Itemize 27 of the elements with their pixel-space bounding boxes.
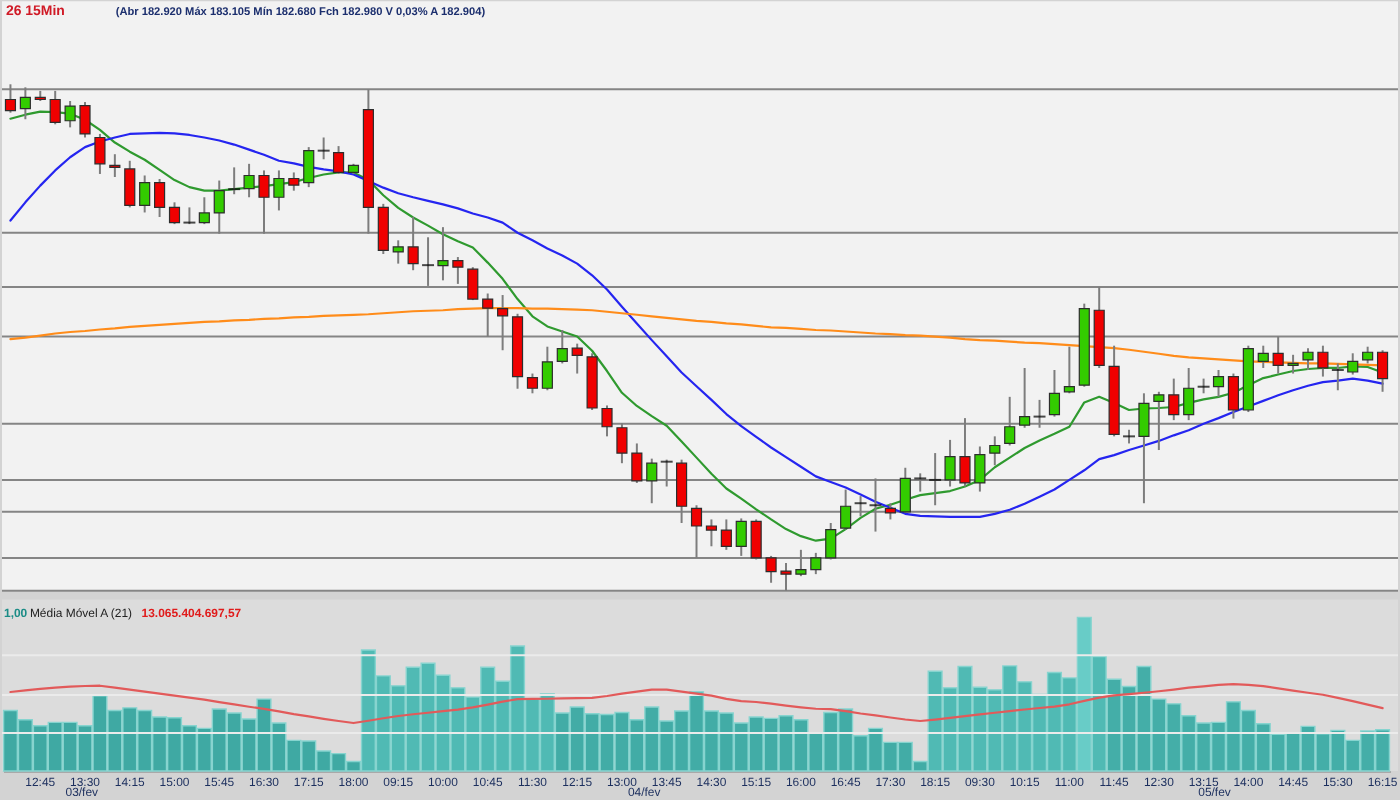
candlestick: [332, 145, 345, 175]
candlestick: [1331, 362, 1344, 392]
candlestick: [168, 201, 181, 226]
candlestick: [94, 132, 106, 175]
candlestick: [124, 159, 136, 209]
candlestick: [392, 239, 404, 265]
candlestick: [1227, 372, 1240, 420]
candlestick: [317, 136, 330, 161]
candlestick: [1257, 344, 1269, 369]
candlestick: [154, 178, 166, 219]
candlestick: [989, 435, 1001, 467]
candlestick: [139, 174, 151, 214]
candlestick: [1063, 345, 1075, 395]
candlestick: [228, 166, 241, 196]
candlestick: [198, 196, 210, 226]
candlestick: [705, 518, 718, 548]
candlestick: [1347, 352, 1359, 376]
candlestick: [1212, 369, 1225, 398]
candlestick: [109, 153, 121, 178]
candlestick: [1376, 349, 1389, 393]
candlestick: [1048, 369, 1061, 418]
candlestick: [571, 342, 583, 375]
candlestick: [541, 345, 553, 392]
candlestick: [183, 206, 196, 226]
candlestick: [526, 372, 539, 395]
candlestick: [720, 518, 732, 551]
candlestick: [303, 146, 315, 189]
